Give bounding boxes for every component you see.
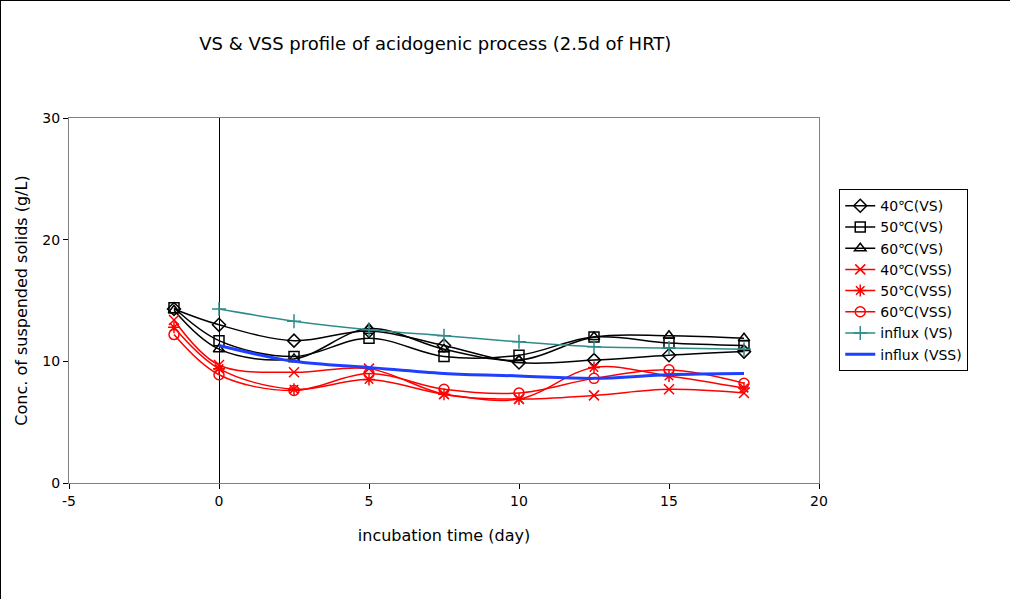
svg-text:0: 0 — [51, 475, 60, 491]
svg-text:60℃(VSS): 60℃(VSS) — [880, 304, 952, 320]
svg-text:40℃(VSS): 40℃(VSS) — [880, 262, 952, 278]
svg-text:influx (VS): influx (VS) — [880, 325, 953, 341]
svg-text:50℃(VS): 50℃(VS) — [880, 219, 943, 235]
svg-text:0: 0 — [215, 493, 224, 509]
svg-text:40℃(VS): 40℃(VS) — [880, 198, 943, 214]
svg-text:influx (VSS): influx (VSS) — [880, 347, 961, 363]
svg-text:incubation time (day): incubation time (day) — [358, 526, 530, 545]
svg-text:Conc. of suspended solids (g/L: Conc. of suspended solids (g/L) — [12, 175, 31, 425]
svg-text:-5: -5 — [62, 493, 76, 509]
svg-text:VS & VSS profile of acidogenic: VS & VSS profile of acidogenic process (… — [199, 33, 671, 54]
svg-text:10: 10 — [42, 353, 60, 369]
svg-text:50℃(VSS): 50℃(VSS) — [880, 283, 952, 299]
svg-text:5: 5 — [365, 493, 374, 509]
svg-text:30: 30 — [42, 110, 60, 126]
svg-text:20: 20 — [810, 493, 828, 509]
svg-text:10: 10 — [510, 493, 528, 509]
svg-text:20: 20 — [42, 232, 60, 248]
svg-text:60℃(VS): 60℃(VS) — [880, 241, 943, 257]
svg-text:15: 15 — [660, 493, 678, 509]
